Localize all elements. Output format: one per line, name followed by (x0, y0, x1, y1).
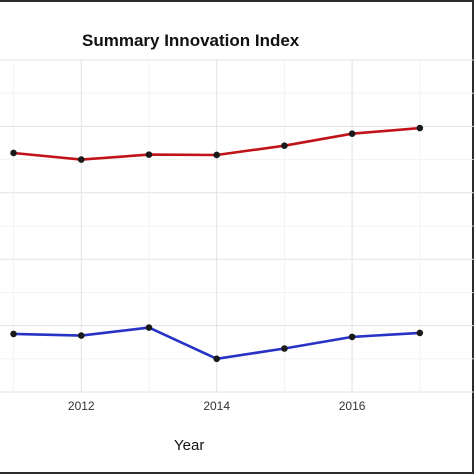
chart-title: Summary Innovation Index (82, 31, 300, 50)
data-point (77, 332, 85, 339)
x-tick-label: 2016 (339, 399, 366, 413)
data-point (281, 142, 288, 149)
series-layer (10, 124, 424, 363)
data-point (145, 151, 153, 158)
data-point (416, 124, 424, 132)
tick-layer: 2012 2014 2016 (68, 399, 366, 413)
frame-top-border (0, 0, 474, 2)
data-point (416, 329, 424, 337)
data-point (281, 345, 288, 352)
x-tick-label: 2014 (203, 399, 230, 413)
frame-right-border (472, 0, 474, 474)
data-point (77, 156, 85, 163)
x-tick-label: 2012 (68, 399, 95, 413)
frame-bottom-border (0, 472, 474, 474)
grid-layer (0, 59, 474, 393)
data-point (348, 333, 356, 341)
x-axis-label: Year (174, 437, 205, 454)
data-point (213, 355, 220, 363)
data-point (10, 330, 17, 338)
data-point (145, 324, 153, 331)
data-point (348, 130, 356, 138)
data-point (213, 151, 220, 159)
data-point (10, 149, 17, 157)
